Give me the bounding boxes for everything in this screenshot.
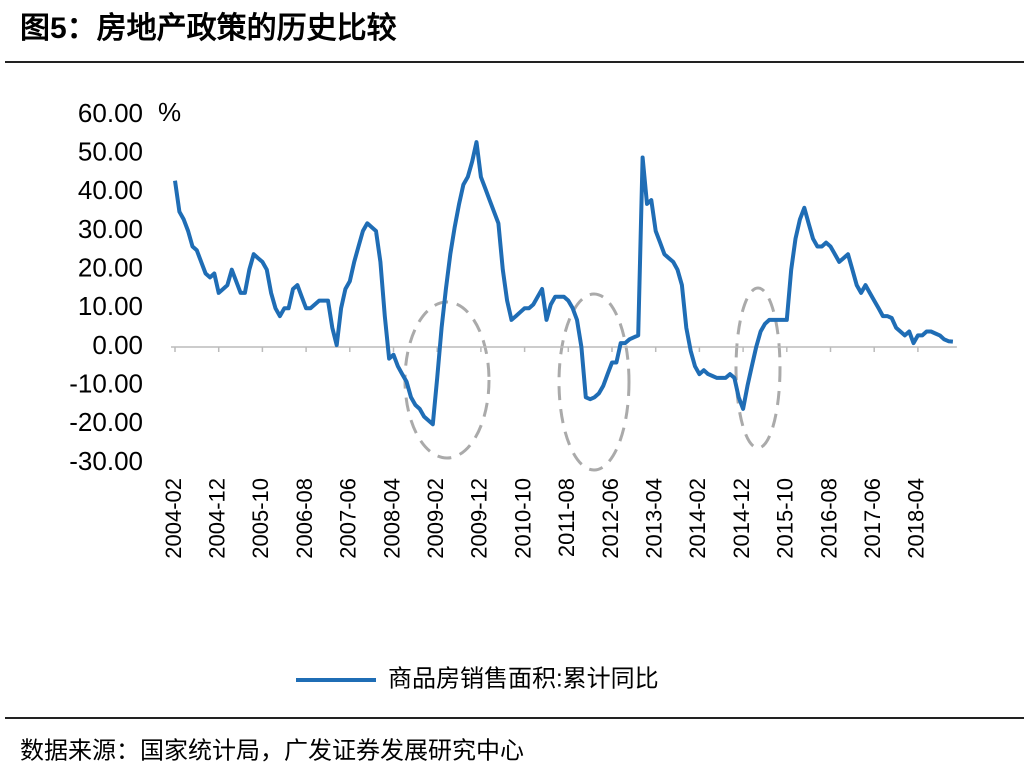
- y-tick-label: 30.00: [78, 214, 143, 244]
- highlight-ellipse: [734, 286, 782, 450]
- x-tick-label: 2014-02: [685, 478, 710, 559]
- y-tick-label: 60.00: [78, 98, 143, 128]
- x-tick-label: 2009-12: [467, 478, 492, 559]
- data-line: [173, 140, 954, 427]
- y-tick-label: -10.00: [69, 369, 143, 399]
- x-tick-label: 2008-04: [379, 478, 404, 559]
- x-tick-label: 2011-08: [554, 478, 579, 557]
- chart-title: 图5：房地产政策的历史比较: [20, 11, 397, 45]
- y-tick-label: -20.00: [69, 407, 143, 437]
- x-tick-label: 2010-10: [510, 478, 535, 559]
- x-tick-label: 2004-12: [205, 478, 230, 559]
- x-tick-label: 2006-08: [292, 478, 317, 559]
- highlight-ellipse: [403, 300, 491, 460]
- highlight-ellipse: [557, 292, 631, 472]
- y-tick-label: 10.00: [78, 291, 143, 321]
- x-tick-label: 2014-12: [729, 478, 754, 559]
- y-tick-label: 40.00: [78, 175, 143, 205]
- y-tick-label: 0.00: [92, 330, 143, 360]
- y-tick-label: 20.00: [78, 253, 143, 283]
- source: 数据来源：国家统计局，广发证券发展研究中心: [20, 737, 524, 764]
- x-tick-label: 2015-10: [773, 478, 798, 559]
- x-tick-label: 2005-10: [248, 478, 273, 559]
- y-tick-label: -30.00: [69, 446, 143, 476]
- x-tick-label: 2016-08: [816, 478, 841, 559]
- y-unit: %: [158, 97, 181, 127]
- x-tick-label: 2009-02: [423, 478, 448, 559]
- x-tick-label: 2017-06: [860, 478, 885, 559]
- x-tick-label: 2012-06: [598, 478, 623, 559]
- y-tick-label: 50.00: [78, 137, 143, 167]
- x-tick-label: 2004-02: [161, 478, 186, 559]
- x-tick-label: 2013-04: [642, 478, 667, 559]
- x-tick-label: 2007-06: [336, 478, 361, 559]
- legend-label: 商品房销售面积:累计同比: [388, 665, 659, 692]
- x-tick-label: 2018-04: [904, 478, 929, 559]
